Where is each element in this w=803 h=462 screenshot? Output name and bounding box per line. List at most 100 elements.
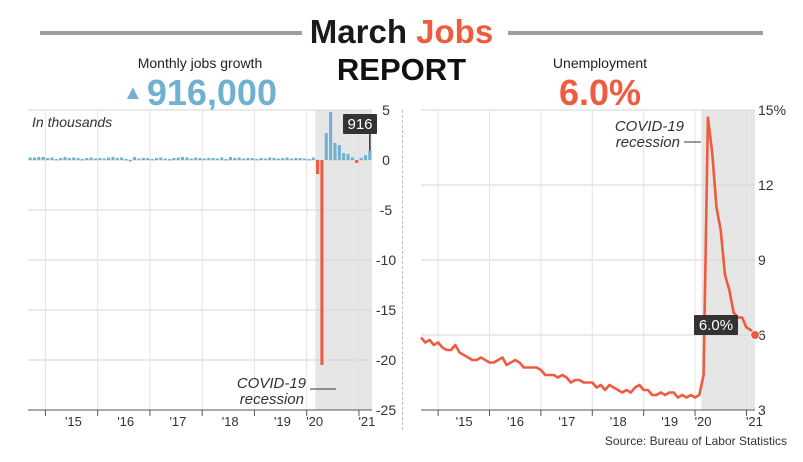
jobs-bar (37, 157, 41, 160)
jobs-bar (320, 160, 324, 365)
jobs-bar (46, 158, 50, 160)
y-tick-label: 15% (758, 102, 786, 118)
x-tick-label: '18 (610, 414, 627, 429)
jobs-bar (228, 157, 233, 160)
jobs-bar (255, 159, 259, 161)
y-tick-label: 5 (382, 102, 390, 118)
jobs-bar (194, 157, 198, 160)
jobs-bar (359, 157, 363, 160)
jobs-bar (181, 157, 185, 160)
jobs-bar (146, 158, 150, 160)
source-note: Source: Bureau of Labor Statistics (604, 434, 787, 448)
jobs-bar (50, 157, 54, 160)
jobs-bar (224, 159, 228, 161)
jobs-bar (350, 157, 354, 160)
jobs-bar (242, 158, 246, 160)
title-word-1: March (309, 13, 407, 50)
title-rule-left (40, 31, 302, 35)
jobs-bar (289, 158, 293, 160)
jobs-bar (368, 150, 372, 160)
jobs-bar (124, 159, 128, 161)
y-tick-label: 6 (758, 327, 766, 343)
jobs-panel-title: Monthly jobs growth (137, 55, 263, 71)
jobs-bar (363, 155, 367, 160)
jobs-bar (215, 158, 219, 160)
jobs-bar (298, 158, 302, 160)
jobs-bar (268, 157, 272, 160)
jobs-bar (342, 153, 346, 160)
jobs-bar (67, 158, 71, 160)
y-tick-label: 12 (758, 177, 774, 193)
recession-label-line-1: COVID-19 (237, 375, 307, 392)
jobs-bar (89, 157, 93, 160)
jobs-bar (76, 158, 80, 160)
jobs-bar (172, 158, 176, 160)
y-tick-label: -20 (376, 352, 396, 368)
jobs-bar (176, 157, 180, 160)
recession-label-line-1: COVID-19 (615, 118, 685, 135)
jobs-bar (285, 157, 289, 160)
y-tick-label: 9 (758, 252, 766, 268)
jobs-bar (133, 157, 137, 160)
jobs-bar (324, 133, 328, 160)
jobs-bar (107, 157, 111, 160)
x-tick-label: '16 (507, 414, 524, 429)
jobs-bar (211, 158, 215, 160)
jobs-bar (141, 158, 145, 160)
jobs-bar (63, 157, 67, 160)
jobs-bar (202, 158, 206, 160)
jobs-bar (189, 158, 193, 160)
jobs-headline-value: 916,000 (146, 72, 277, 113)
x-tick-label: '19 (274, 414, 291, 429)
unemployment-line (420, 116, 756, 399)
unemployment-headline-value: 6.0% (558, 72, 642, 113)
callout-label: 6.0% (699, 317, 733, 334)
jobs-bar (137, 158, 141, 160)
y-tick-label: 0 (382, 152, 390, 168)
jobs-bar (41, 157, 45, 160)
jobs-bar (250, 158, 254, 160)
recession-label-line-2: recession (616, 134, 680, 151)
jobs-bar (237, 157, 241, 160)
x-tick-label: '19 (661, 414, 678, 429)
jobs-bar (220, 157, 224, 160)
jobs-bar (316, 160, 320, 174)
jobs-bar (233, 158, 237, 160)
jobs-bar (163, 158, 167, 160)
jobs-bar (111, 157, 115, 160)
jobs-bar (294, 158, 298, 160)
y-tick-label: -10 (376, 252, 396, 268)
x-tick-label: '20 (306, 414, 323, 429)
x-tick-label: '16 (117, 414, 134, 429)
jobs-bar (28, 157, 32, 160)
x-tick-label: '17 (169, 414, 186, 429)
jobs-bar (329, 112, 333, 160)
x-tick-label: '15 (65, 414, 82, 429)
jobs-bar (207, 158, 211, 160)
jobs-bar (72, 157, 76, 160)
x-tick-label: '17 (558, 414, 575, 429)
x-tick-label: '18 (222, 414, 239, 429)
y-tick-label: -25 (376, 402, 396, 418)
jobs-bar (33, 157, 37, 160)
x-tick-label: '20 (695, 414, 712, 429)
jobs-bar (281, 158, 285, 160)
jobs-bar (259, 158, 263, 160)
title-heading: March Jobs (0, 14, 803, 50)
jobs-bar (302, 158, 307, 160)
jobs-bar (98, 158, 102, 160)
y-tick-label: -5 (380, 202, 393, 218)
latest-point (750, 330, 760, 340)
jobs-bar (93, 158, 98, 160)
jobs-bar (120, 157, 124, 160)
callout-box (343, 114, 377, 134)
jobs-bar (346, 154, 350, 160)
y-tick-label: 3 (758, 402, 766, 418)
jobs-bar (115, 158, 119, 160)
x-tick-label: '21 (746, 414, 763, 429)
panel-divider (402, 110, 403, 430)
jobs-bar (128, 160, 132, 162)
jobs-bar (198, 158, 202, 160)
callout-label: 916 (347, 116, 372, 133)
